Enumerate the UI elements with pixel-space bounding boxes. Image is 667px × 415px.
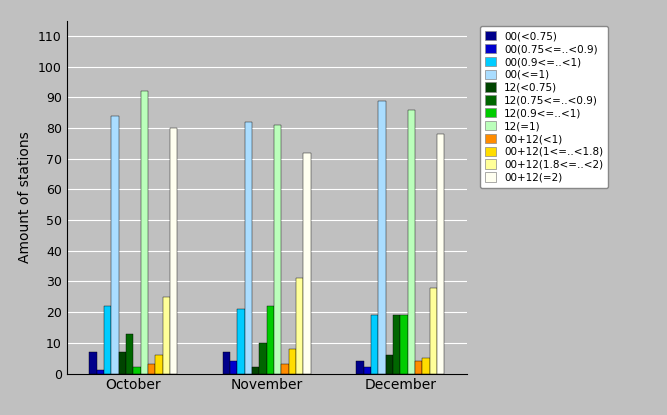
Bar — [230, 361, 237, 374]
Bar — [386, 355, 393, 374]
Bar — [378, 100, 386, 374]
Bar — [408, 110, 415, 374]
Bar — [237, 309, 245, 374]
Bar — [170, 128, 177, 374]
Bar — [119, 352, 126, 374]
Bar — [371, 315, 378, 374]
Bar — [89, 352, 97, 374]
Bar — [155, 355, 163, 374]
Bar — [430, 288, 437, 374]
Bar — [356, 361, 364, 374]
Bar — [148, 364, 155, 374]
Bar — [296, 278, 303, 374]
Bar — [97, 371, 104, 374]
Bar — [422, 358, 430, 374]
Bar — [163, 297, 170, 374]
Bar — [437, 134, 444, 374]
Bar — [400, 315, 408, 374]
Bar — [126, 334, 133, 374]
Bar — [303, 153, 311, 374]
Bar — [141, 91, 148, 374]
Bar — [223, 352, 230, 374]
Bar — [259, 343, 267, 374]
Bar — [281, 364, 289, 374]
Bar — [133, 367, 141, 374]
Bar — [289, 349, 296, 374]
Y-axis label: Amount of stations: Amount of stations — [19, 131, 33, 263]
Legend: 00(<0.75), 00(0.75<=..<0.9), 00(0.9<=..<1), 00(<=1), 12(<0.75), 12(0.75<=..<0.9): 00(<0.75), 00(0.75<=..<0.9), 00(0.9<=..<… — [480, 26, 608, 188]
Bar — [111, 116, 119, 374]
Bar — [104, 306, 111, 374]
Bar — [393, 315, 400, 374]
Bar — [252, 367, 259, 374]
Bar — [267, 306, 274, 374]
Bar — [415, 361, 422, 374]
Bar — [245, 122, 252, 374]
Bar — [274, 125, 281, 374]
Bar — [364, 367, 371, 374]
